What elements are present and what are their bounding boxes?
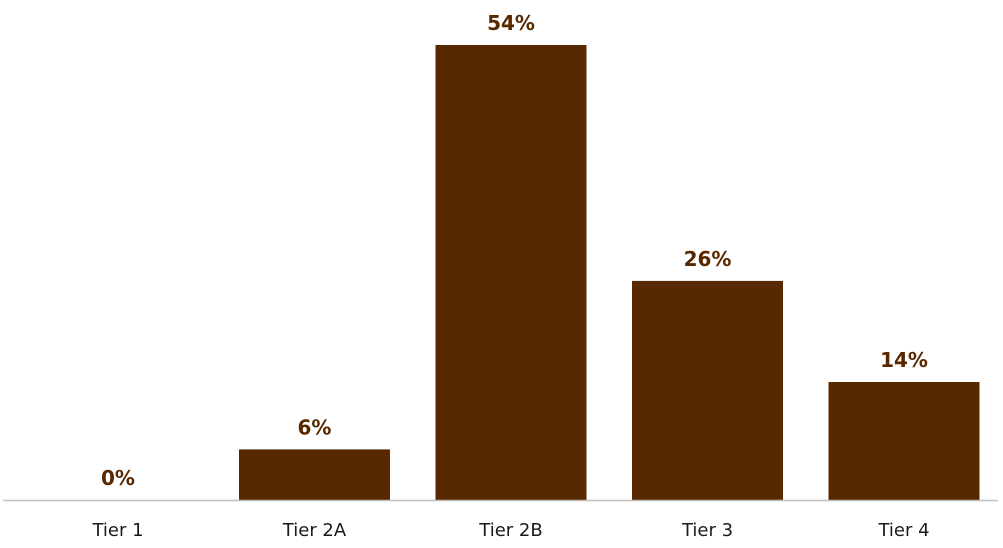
x-tick-label: Tier 4 [877, 520, 929, 541]
value-label: 26% [684, 247, 732, 271]
value-labels-group: 0% 6% 54% 26% 14% [101, 11, 928, 490]
value-label: 6% [298, 415, 332, 439]
bar-tier-3 [632, 280, 783, 500]
value-label: 0% [101, 466, 135, 490]
x-tick-label: Tier 2A [282, 520, 347, 541]
x-tick-label: Tier 3 [681, 520, 733, 541]
bar-tier-4 [828, 382, 980, 500]
bar-tier-2a [239, 449, 390, 500]
tick-labels-group: Tier 1 Tier 2A Tier 2B Tier 3 Tier 4 [91, 520, 929, 541]
value-label: 14% [880, 348, 928, 372]
value-label: 54% [487, 11, 535, 35]
bar-tier-2b [435, 45, 587, 500]
x-tick-label: Tier 1 [91, 520, 143, 541]
bars-group [239, 45, 980, 500]
x-tick-label: Tier 2B [478, 520, 542, 541]
